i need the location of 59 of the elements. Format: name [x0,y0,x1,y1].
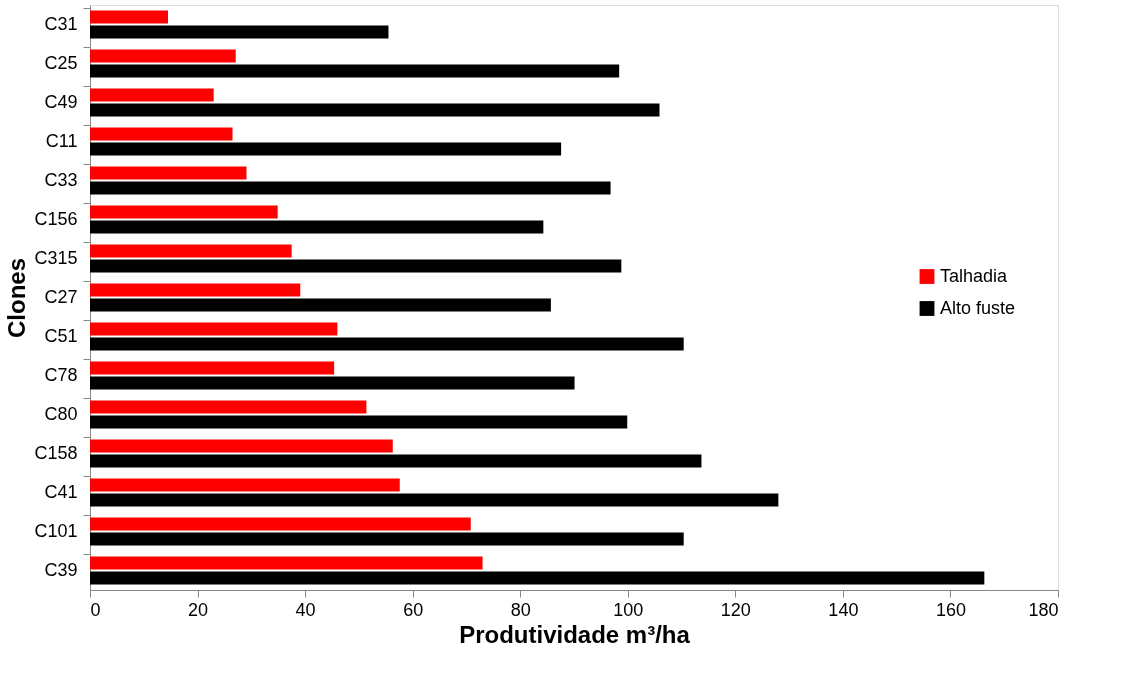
bar [90,283,301,297]
bar [90,439,393,453]
y-tick-label: C78 [44,364,78,385]
y-tick-label: C158 [34,442,78,463]
x-axis-title: Produtividade m³/ha [459,620,691,648]
bar [90,517,471,531]
x-tick-label: 40 [295,599,316,620]
bar [90,10,168,24]
bar [90,166,247,180]
y-tick-label: C11 [45,130,78,151]
y-tick-label: C33 [44,169,78,190]
x-tick-label: 80 [510,599,531,620]
bar [90,376,575,390]
bar [90,532,684,546]
x-tick-label: 100 [613,599,644,620]
bar [90,259,622,273]
bar [90,88,214,102]
y-tick-label: C156 [34,208,78,229]
bar [90,415,628,429]
x-tick-label: 160 [935,599,966,620]
x-tick-label: 60 [403,599,424,620]
legend-label: Talhadia [940,265,1009,286]
bar [90,322,338,336]
bar [90,127,233,141]
bar [90,478,400,492]
y-tick-label: C101 [34,520,78,541]
bar [90,64,620,78]
x-tick-label: 120 [720,599,751,620]
y-tick-label: C27 [44,286,78,307]
bar [90,571,985,585]
bar [90,400,367,414]
x-tick-label: 0 [90,599,101,620]
y-tick-label: C49 [44,91,78,112]
y-axis-title: Clones [3,257,31,339]
x-tick-label: 180 [1028,599,1059,620]
x-tick-label: 20 [188,599,209,620]
bar [90,556,483,570]
y-tick-label: C315 [34,247,78,268]
bar [90,142,562,156]
y-tick-label: C41 [44,481,78,502]
y-tick-label: C31 [44,13,78,34]
bar [90,220,544,234]
y-tick-label: C39 [44,559,78,580]
bar [90,181,611,195]
bar [90,298,551,312]
bar [90,244,292,258]
bar [90,49,236,63]
legend-label: Alto fuste [940,297,1016,318]
bar [90,103,660,117]
bar [90,25,389,39]
x-tick-label: 140 [828,599,859,620]
y-tick-label: C80 [44,403,78,424]
y-tick-label: C51 [44,325,78,346]
bar [90,493,779,507]
bar [90,361,335,375]
bar [90,454,702,468]
bar [90,337,684,351]
bar [90,205,278,219]
y-tick-label: C25 [44,52,78,73]
